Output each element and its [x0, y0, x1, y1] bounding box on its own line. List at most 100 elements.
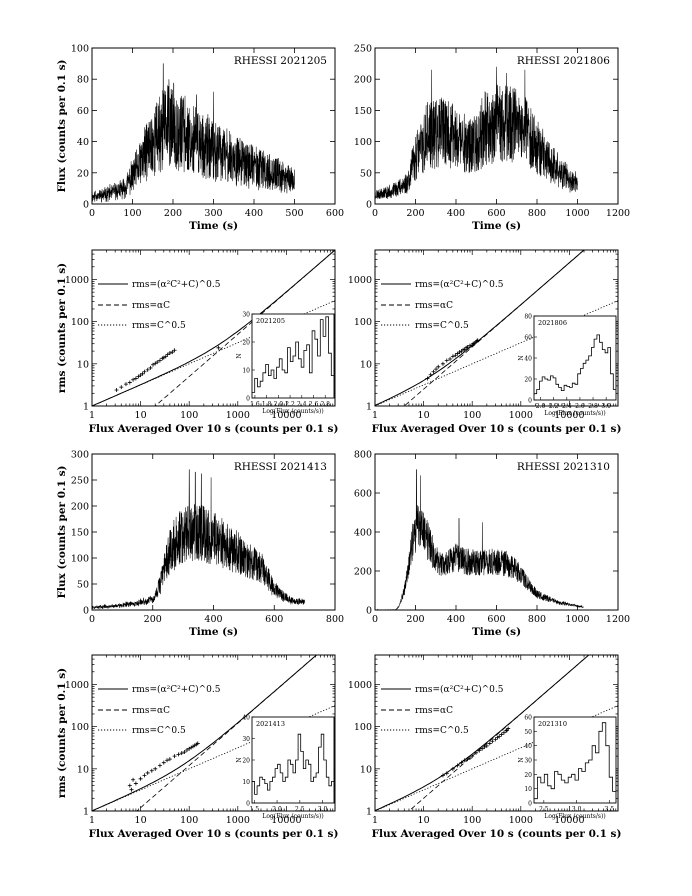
data-point [161, 760, 166, 765]
y-tick-label: 1000 [348, 680, 372, 691]
data-point [131, 377, 136, 382]
data-point [434, 367, 439, 372]
data-point [440, 361, 445, 366]
data-point [465, 345, 470, 350]
data-point [123, 382, 128, 387]
data-point [487, 741, 492, 746]
inset-x-tick-label: 3.5 [605, 806, 615, 813]
panel-title: RHESSI 2021806 [517, 55, 610, 67]
inset-x-tick-label: 2.4 [297, 401, 307, 408]
histogram-steps [252, 733, 334, 795]
x-tick-label: 0 [89, 208, 95, 219]
inset-x-tick-label: 2.8 [588, 403, 598, 410]
data-point [480, 746, 485, 751]
data-points [127, 741, 200, 792]
data-point [157, 358, 162, 363]
data-point [114, 387, 119, 392]
histogram-steps [534, 334, 616, 395]
data-point [148, 365, 153, 370]
x-tick-label: 200 [144, 614, 162, 625]
light-curve-series [91, 63, 295, 203]
inset-label: 2021806 [538, 319, 567, 327]
data-point [216, 345, 221, 350]
x-tick-label: 600 [326, 208, 344, 219]
inset-y-tick-label: 60 [524, 715, 532, 722]
y-tick-label: 300 [71, 450, 89, 461]
data-point [493, 737, 498, 742]
data-point [436, 364, 441, 369]
y-tick-label: 0 [83, 606, 89, 617]
data-point [474, 750, 479, 755]
data-point [153, 361, 158, 366]
legend-poisson-label: rms=C^0.5 [132, 726, 186, 736]
inset-x-tick-label: 2.6 [309, 401, 319, 408]
inset-y-tick-label: 10 [524, 786, 532, 793]
data-point [462, 758, 467, 763]
y-tick-label: 600 [354, 489, 372, 500]
model-curve-linear [154, 250, 335, 406]
x-tick-label: 600 [265, 614, 283, 625]
y-tick-label: 1 [83, 807, 89, 818]
y-tick-label: 40 [77, 137, 89, 148]
legend-model-label: rms=(α²C²+C)^0.5 [132, 279, 221, 290]
model-curve-poisson [92, 300, 335, 406]
inset-x-tick-label: 1.6 [250, 401, 260, 408]
x-tick-label: 1200 [606, 208, 630, 219]
x-tick-label: 1 [372, 815, 378, 826]
data-point [145, 367, 150, 372]
data-point [187, 746, 192, 751]
x-tick-label: 1 [89, 815, 95, 826]
data-point [453, 353, 458, 358]
y-tick-label: 100 [71, 317, 89, 328]
x-tick-label: 0 [372, 614, 378, 625]
legend: rms=(α²C²+C)^0.5 rms=αC rms=C^0.5 [381, 684, 504, 736]
data-point [501, 730, 506, 735]
model-lines [92, 250, 335, 406]
data-point [138, 776, 143, 781]
data-point [182, 750, 187, 755]
inset-y-axis-label: N [236, 353, 243, 358]
x-axis-label: Flux Averaged Over 10 s (counts per 0.1 … [89, 828, 339, 840]
data-point [151, 362, 156, 367]
inset-y-axis-label: N [236, 757, 243, 762]
y-axis-label: Flux (counts per 0.1 s) [56, 59, 68, 192]
inset-y-tick-label: 0 [528, 801, 532, 808]
x-axis-label: Flux Averaged Over 10 s (counts per 0.1 … [89, 423, 339, 435]
y-tick-label: 80 [77, 75, 89, 86]
x-tick-label: 1200 [606, 614, 630, 625]
inset-y-tick-label: 20 [242, 758, 250, 765]
data-points [114, 345, 221, 392]
data-point [184, 747, 189, 752]
inset-histogram: 2.5 3.0 3.5 0 10 20 30 40 50 60 2021310 Log(Flux (c… [518, 715, 617, 820]
data-point [470, 754, 475, 759]
x-tick-label: 1000 [226, 815, 250, 826]
x-tick-label: 200 [164, 208, 182, 219]
y-tick-label: 50 [360, 168, 372, 179]
y-axis-label: rms (counts per 0.1 s) [56, 263, 68, 393]
data-point [176, 752, 181, 757]
data-point [490, 739, 495, 744]
inset-x-tick-label: 2.0 [272, 806, 282, 813]
model-curve-linear [136, 655, 318, 811]
inset-histogram: 2.0 2.2 2.4 2.6 2.8 3.0 0 20 40 60 80 2021806 Log(Fl… [518, 314, 617, 417]
inset-x-tick-label: 2.2 [549, 403, 559, 410]
inset-x-tick-label: 3.0 [601, 403, 611, 410]
legend: rms=(α²C²+C)^0.5 rms=αC rms=C^0.5 [98, 684, 221, 736]
y-tick-label: 200 [354, 567, 372, 578]
data-point [172, 348, 177, 353]
x-tick-label: 10000 [554, 815, 584, 826]
data-point [475, 338, 480, 343]
x-tick-label: 400 [447, 208, 465, 219]
inset-x-axis-label: Log(Flux (counts/s)) [262, 408, 323, 415]
data-point [155, 360, 160, 365]
data-point [161, 355, 166, 360]
data-point [127, 783, 132, 788]
inset-y-tick-label: 30 [524, 758, 532, 765]
inset-x-tick-label: 2.2 [285, 401, 295, 408]
x-tick-label: 600 [487, 208, 505, 219]
x-tick-label: 200 [406, 208, 424, 219]
data-point [484, 743, 489, 748]
data-point [127, 380, 132, 385]
data-point [474, 338, 479, 343]
